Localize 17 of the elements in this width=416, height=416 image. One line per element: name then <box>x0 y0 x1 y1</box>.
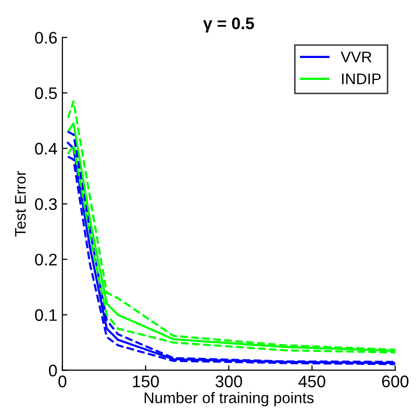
legend-label: INDIP <box>342 74 381 84</box>
x-tick-label: 450 <box>298 376 326 388</box>
x-axis-title: Number of training points <box>144 392 314 406</box>
y-tick-label: 0.6 <box>35 32 57 44</box>
x-tick-label: 600 <box>382 376 408 388</box>
x-tick-label: 300 <box>216 376 242 388</box>
y-tick-label: 0.4 <box>35 142 58 155</box>
y-tick-label: 0.3 <box>35 198 57 210</box>
legend-label: VVR <box>340 52 372 62</box>
y-tick-label: 0.1 <box>35 309 57 321</box>
x-tick-label: 150 <box>132 376 159 388</box>
y-axis-title: Test Error <box>15 170 26 237</box>
chart-title: γ = 0.5 <box>203 17 254 33</box>
y-tick-label: 0.2 <box>35 254 57 266</box>
y-tick-label: 0.5 <box>35 87 57 100</box>
x-tick-label: 0 <box>58 376 66 388</box>
y-tick-label: 0 <box>48 364 57 376</box>
